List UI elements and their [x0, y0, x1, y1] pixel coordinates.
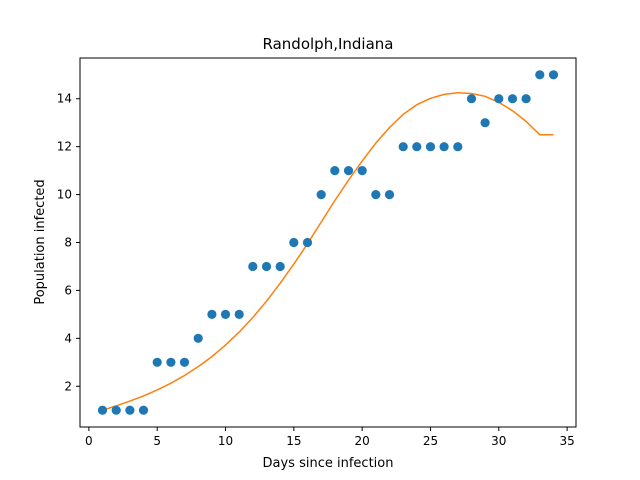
x-tick-label: 35 — [559, 434, 574, 448]
y-tick-label: 8 — [64, 236, 72, 250]
chart-title: Randolph,Indiana — [263, 35, 394, 53]
data-point — [494, 94, 504, 104]
data-point — [193, 333, 203, 343]
data-point — [125, 405, 135, 415]
data-point — [480, 118, 490, 128]
data-point — [289, 237, 299, 248]
y-tick-label: 6 — [64, 283, 72, 297]
plot-area: 0 5 10 15 20 25 30 35 2 4 6 8 10 12 14 — [57, 57, 577, 448]
data-point — [343, 166, 354, 176]
data-point — [412, 142, 422, 152]
data-point — [535, 70, 545, 80]
data-point — [207, 309, 217, 319]
data-point — [275, 261, 285, 272]
data-point — [548, 70, 559, 80]
data-point — [384, 190, 395, 200]
x-tick-label: 20 — [355, 434, 370, 448]
data-point — [521, 94, 531, 104]
y-tick-label: 14 — [57, 92, 72, 106]
y-tick-label: 12 — [57, 140, 72, 154]
data-point — [371, 190, 381, 200]
data-point — [398, 142, 408, 152]
y-axis-label: Population infected — [33, 179, 48, 304]
data-point — [220, 309, 231, 319]
x-tick-label: 0 — [85, 434, 93, 448]
x-tick-label: 25 — [423, 434, 438, 448]
data-point — [261, 261, 272, 272]
data-point — [466, 94, 477, 104]
data-point — [152, 357, 162, 367]
data-point — [97, 405, 108, 415]
data-point — [507, 94, 518, 104]
data-point — [330, 166, 340, 176]
data-point — [302, 237, 313, 248]
data-point — [166, 357, 176, 367]
data-point — [234, 309, 244, 319]
data-point — [439, 142, 449, 152]
data-point — [316, 190, 326, 200]
x-tick-label: 10 — [218, 434, 233, 448]
x-tick-label: 5 — [153, 434, 161, 448]
y-tick-label: 2 — [64, 379, 72, 393]
x-tick-label: 15 — [286, 434, 301, 448]
y-tick-label: 10 — [57, 188, 72, 202]
data-point — [179, 357, 190, 367]
data-point — [138, 405, 149, 415]
x-tick-label: 30 — [491, 434, 506, 448]
data-point — [357, 166, 367, 176]
x-axis-label: Days since infection — [263, 456, 394, 471]
data-point — [453, 142, 463, 152]
data-point — [111, 405, 121, 415]
fit-line — [102, 91, 554, 411]
data-point — [425, 142, 436, 152]
data-point — [248, 261, 258, 272]
y-tick-label: 4 — [64, 331, 72, 345]
